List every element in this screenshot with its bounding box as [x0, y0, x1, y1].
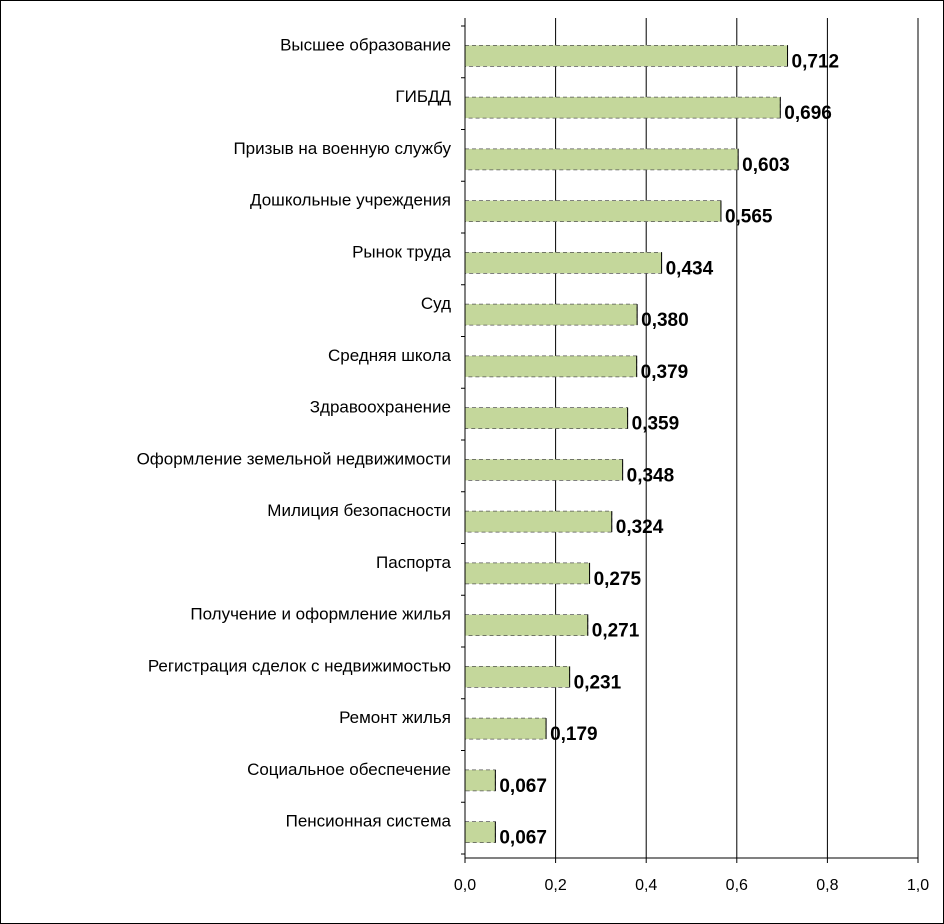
value-label: 0,067	[499, 828, 547, 849]
category-label: Ремонт жилья	[339, 708, 451, 727]
bar	[464, 458, 624, 481]
x-tick-label: 1,0	[907, 877, 929, 894]
value-label: 0,231	[574, 672, 622, 693]
category-label: Здравоохранение	[310, 398, 451, 417]
bar	[464, 510, 613, 533]
category-label: Высшее образование	[280, 35, 451, 54]
x-tick-label: 0,8	[816, 877, 838, 894]
bar	[464, 303, 638, 326]
category-label: Паспорта	[376, 553, 452, 572]
category-label: Средняя школа	[328, 346, 452, 365]
category-label: Суд	[421, 294, 451, 313]
x-tick-label: 0,4	[635, 877, 657, 894]
category-label: Оформление земельной недвижимости	[137, 449, 451, 468]
bar	[464, 821, 496, 844]
bars	[464, 44, 789, 844]
x-tick-label: 0,0	[454, 877, 476, 894]
bar	[464, 148, 739, 171]
bar	[464, 665, 571, 688]
bar	[464, 407, 629, 430]
bar	[464, 44, 788, 67]
value-label: 0,271	[592, 621, 640, 642]
value-label: 0,696	[784, 103, 832, 124]
value-label: 0,348	[627, 465, 675, 486]
value-label: 0,179	[550, 724, 598, 745]
x-tick-label: 0,2	[544, 877, 566, 894]
value-label: 0,359	[632, 414, 680, 435]
bar	[464, 562, 590, 585]
category-label: Рынок труда	[352, 242, 451, 261]
category-label: Получение и оформление жилья	[190, 605, 451, 624]
axes	[461, 18, 919, 863]
bar	[464, 355, 638, 378]
category-label: Милиция безопасности	[267, 501, 451, 520]
category-label: Социальное обеспечение	[247, 760, 451, 779]
bar	[464, 96, 781, 119]
value-label: 0,380	[641, 310, 689, 331]
bar	[464, 200, 722, 223]
x-tick-label: 0,6	[726, 877, 748, 894]
category-label: ГИБДД	[395, 87, 451, 106]
value-label: 0,275	[594, 569, 642, 590]
value-label: 0,379	[641, 362, 689, 383]
bar	[464, 717, 547, 740]
labels: Высшее образование 0,712 ГИБДД 0,696 Призыв …	[137, 35, 930, 894]
category-label: Дошкольные учреждения	[250, 191, 451, 210]
value-label: 0,434	[666, 258, 714, 279]
bar	[464, 614, 589, 637]
category-label: Регистрация сделок с недвижимостью	[148, 656, 451, 675]
bar	[464, 769, 496, 792]
value-label: 0,565	[725, 207, 773, 228]
bar	[464, 251, 663, 274]
category-label: Призыв на военную службу	[233, 139, 451, 158]
value-label: 0,067	[499, 776, 547, 797]
value-label: 0,712	[792, 51, 840, 72]
category-label: Пенсионная система	[286, 812, 452, 831]
value-label: 0,324	[616, 517, 664, 538]
value-label: 0,603	[742, 155, 790, 176]
grid-lines	[555, 18, 919, 858]
